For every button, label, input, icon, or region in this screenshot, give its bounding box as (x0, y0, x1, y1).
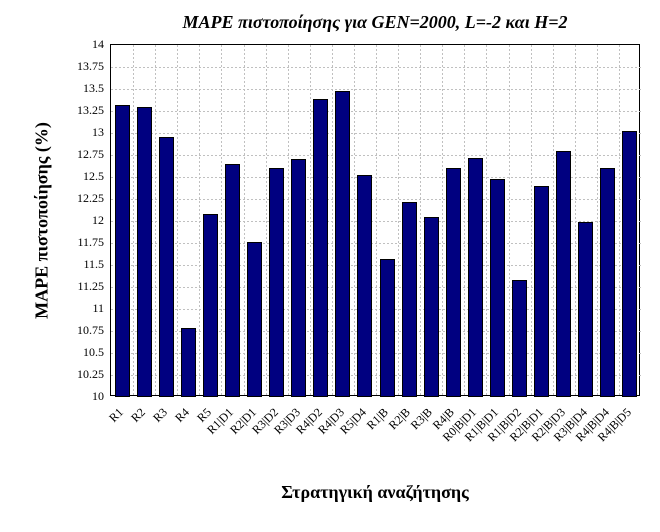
grid-line-v (553, 45, 554, 397)
grid-line-v (199, 45, 200, 397)
bar (137, 107, 152, 397)
grid-line-v (531, 45, 532, 397)
y-tick-label: 13 (54, 126, 104, 138)
y-tick-label: 12.75 (54, 148, 104, 160)
chart-title: MAPE πιστοποίησης για GEN=2000, L=-2 και… (110, 12, 640, 33)
plot-area (110, 44, 640, 396)
y-tick-label: 13.5 (54, 82, 104, 94)
x-axis-label: Στρατηγική αναζήτησης (175, 482, 575, 503)
grid-line-v (464, 45, 465, 397)
y-tick-label: 10 (54, 390, 104, 402)
bar (490, 179, 505, 397)
bar (203, 214, 218, 397)
bar (335, 91, 350, 397)
y-tick-label: 12 (54, 214, 104, 226)
y-tick-label: 13.75 (54, 60, 104, 72)
grid-line-v (597, 45, 598, 397)
bar (181, 328, 196, 397)
y-tick-label: 13.25 (54, 104, 104, 116)
bar (313, 99, 328, 397)
y-axis-label: MAPE πιστοποίησης (%) (32, 71, 53, 371)
bar (446, 168, 461, 397)
grid-line-v (420, 45, 421, 397)
y-tick-label: 12.25 (54, 192, 104, 204)
bar (600, 168, 615, 397)
bar (159, 137, 174, 397)
y-tick-label: 10.5 (54, 346, 104, 358)
bar (291, 159, 306, 397)
grid-line-v (177, 45, 178, 397)
grid-line-v (288, 45, 289, 397)
bar (115, 105, 130, 397)
bar (578, 222, 593, 397)
y-tick-label: 11.25 (54, 280, 104, 292)
bar (357, 175, 372, 397)
bar (247, 242, 262, 397)
grid-line-v (133, 45, 134, 397)
grid-line-v (266, 45, 267, 397)
y-tick-label: 11 (54, 302, 104, 314)
bar (512, 280, 527, 397)
grid-line-v (376, 45, 377, 397)
grid-line-v (221, 45, 222, 397)
y-tick-label: 10.25 (54, 368, 104, 380)
grid-line-v (575, 45, 576, 397)
bar (534, 186, 549, 397)
bar (468, 158, 483, 397)
bar (424, 217, 439, 397)
bar (622, 131, 637, 397)
grid-line-v (310, 45, 311, 397)
bar (402, 202, 417, 397)
bar (225, 164, 240, 397)
y-tick-label: 14 (54, 38, 104, 50)
y-tick-label: 11.5 (54, 258, 104, 270)
y-tick-label: 10.75 (54, 324, 104, 336)
grid-line-v (155, 45, 156, 397)
grid-line-v (398, 45, 399, 397)
y-tick-label: 12.5 (54, 170, 104, 182)
grid-line-v (332, 45, 333, 397)
bar (269, 168, 284, 397)
grid-line-v (354, 45, 355, 397)
grid-line-v (486, 45, 487, 397)
y-tick-label: 11.75 (54, 236, 104, 248)
grid-line-v (442, 45, 443, 397)
grid-line-v (244, 45, 245, 397)
bar (556, 151, 571, 397)
grid-line-v (619, 45, 620, 397)
grid-line-v (509, 45, 510, 397)
bar (380, 259, 395, 397)
